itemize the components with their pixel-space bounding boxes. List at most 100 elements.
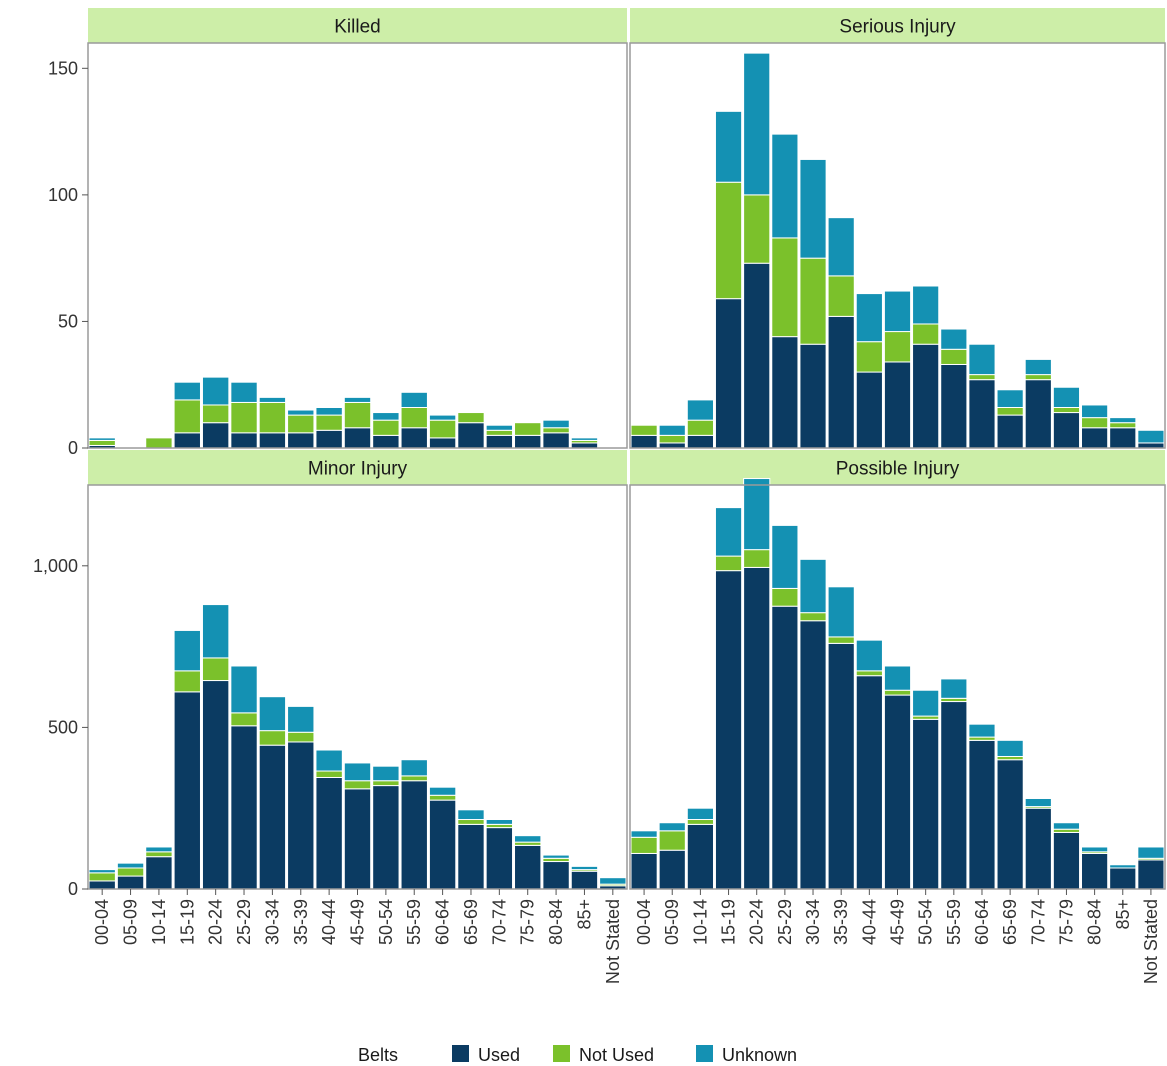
bar-not-used bbox=[630, 424, 658, 436]
bar-unknown bbox=[1109, 417, 1137, 424]
bar-not-used bbox=[883, 689, 912, 696]
bar-unknown bbox=[883, 665, 912, 691]
bar-used bbox=[343, 427, 372, 449]
x-tick-label: 20-24 bbox=[747, 899, 767, 945]
x-tick-label: 25-29 bbox=[234, 899, 254, 945]
bar-not-used bbox=[372, 780, 400, 787]
bar-used bbox=[485, 434, 514, 449]
x-tick-label: 55-59 bbox=[944, 899, 964, 945]
x-tick-label: 05-09 bbox=[121, 899, 141, 945]
bar-not-used bbox=[1109, 422, 1137, 429]
strip-background bbox=[630, 8, 1165, 43]
bar-unknown bbox=[201, 376, 230, 406]
facet-title: Killed bbox=[334, 17, 380, 38]
bar-unknown bbox=[88, 437, 116, 441]
bar-not-used bbox=[771, 237, 799, 338]
bar-unknown bbox=[996, 389, 1024, 408]
bar-used bbox=[315, 777, 343, 890]
bar-not-used bbox=[514, 422, 542, 436]
x-tick-label: 65-69 bbox=[1000, 899, 1020, 945]
bar-used bbox=[457, 823, 485, 890]
bar-unknown bbox=[400, 391, 428, 408]
bar-unknown bbox=[1137, 846, 1165, 859]
bar-unknown bbox=[771, 524, 799, 589]
bar-used bbox=[827, 642, 855, 890]
bar-used bbox=[428, 437, 457, 449]
bar-used bbox=[400, 427, 428, 449]
bar-unknown bbox=[1137, 429, 1165, 444]
bar-unknown bbox=[542, 854, 570, 859]
bar-unknown bbox=[743, 52, 771, 196]
bar-unknown bbox=[88, 869, 116, 874]
bar-unknown bbox=[940, 328, 968, 350]
legend-swatch bbox=[452, 1045, 469, 1062]
x-tick-label: 30-34 bbox=[803, 899, 823, 945]
bar-not-used bbox=[686, 419, 714, 436]
x-tick-label: 80-84 bbox=[546, 899, 566, 945]
bar-used bbox=[258, 744, 287, 890]
bar-unknown bbox=[258, 696, 287, 732]
bar-used bbox=[173, 432, 201, 449]
bar-unknown bbox=[940, 678, 968, 699]
x-tick-label: Not Stated bbox=[1141, 899, 1161, 984]
bar-used bbox=[630, 852, 658, 890]
bar-not-used bbox=[400, 407, 428, 429]
bar-used bbox=[1109, 867, 1137, 890]
bar-not-used bbox=[287, 414, 315, 434]
bar-not-used bbox=[485, 429, 514, 436]
x-tick-label: 40-44 bbox=[319, 899, 339, 945]
bar-used bbox=[570, 870, 599, 890]
bar-unknown bbox=[743, 478, 771, 551]
bar-not-used bbox=[912, 323, 940, 345]
bar-not-used bbox=[173, 399, 201, 434]
y-tick-label: 150 bbox=[48, 58, 78, 78]
bar-unknown bbox=[686, 807, 714, 821]
bar-not-used bbox=[372, 419, 400, 436]
x-tick-label: 25-29 bbox=[775, 899, 795, 945]
bar-used bbox=[570, 442, 599, 449]
bar-not-used bbox=[201, 404, 230, 424]
bar-not-used bbox=[799, 612, 827, 622]
bar-unknown bbox=[116, 862, 145, 869]
bar-used bbox=[287, 741, 315, 890]
bar-used bbox=[799, 620, 827, 890]
bar-used bbox=[771, 336, 799, 449]
bar-used bbox=[457, 422, 485, 449]
x-tick-label: 80-84 bbox=[1085, 899, 1105, 945]
bar-unknown bbox=[201, 604, 230, 659]
bar-used bbox=[1052, 831, 1081, 890]
bar-not-used bbox=[400, 775, 428, 782]
bar-used bbox=[686, 823, 714, 890]
bar-unknown bbox=[457, 809, 485, 821]
bar-not-used bbox=[145, 851, 173, 858]
x-tick-label: 05-09 bbox=[662, 899, 682, 945]
bar-unknown bbox=[968, 343, 996, 376]
x-tick-label: 10-14 bbox=[690, 899, 710, 945]
bar-used bbox=[855, 675, 883, 890]
bar-used bbox=[883, 694, 912, 890]
bar-unknown bbox=[799, 558, 827, 614]
bar-used bbox=[145, 856, 173, 890]
panel-border bbox=[87, 42, 628, 449]
bar-used bbox=[514, 844, 542, 890]
bar-unknown bbox=[883, 290, 912, 333]
x-tick-label: 70-74 bbox=[489, 899, 509, 945]
x-tick-label: 60-64 bbox=[972, 899, 992, 945]
y-tick-label: 100 bbox=[48, 185, 78, 205]
x-tick-label: 50-54 bbox=[376, 899, 396, 945]
bar-used bbox=[230, 432, 258, 449]
bar-not-used bbox=[799, 257, 827, 345]
legend-swatch bbox=[696, 1045, 713, 1062]
bar-used bbox=[883, 361, 912, 449]
bar-used bbox=[968, 739, 996, 890]
bar-not-used bbox=[457, 819, 485, 825]
bar-not-used bbox=[315, 770, 343, 778]
bar-used bbox=[400, 780, 428, 890]
bar-used bbox=[771, 605, 799, 890]
bar-not-used bbox=[343, 401, 372, 429]
bar-unknown bbox=[514, 835, 542, 843]
bar-unknown bbox=[343, 396, 372, 403]
panel-border bbox=[629, 42, 1166, 449]
legend-label: Not Used bbox=[579, 1045, 654, 1065]
x-tick-label: 35-39 bbox=[291, 899, 311, 945]
